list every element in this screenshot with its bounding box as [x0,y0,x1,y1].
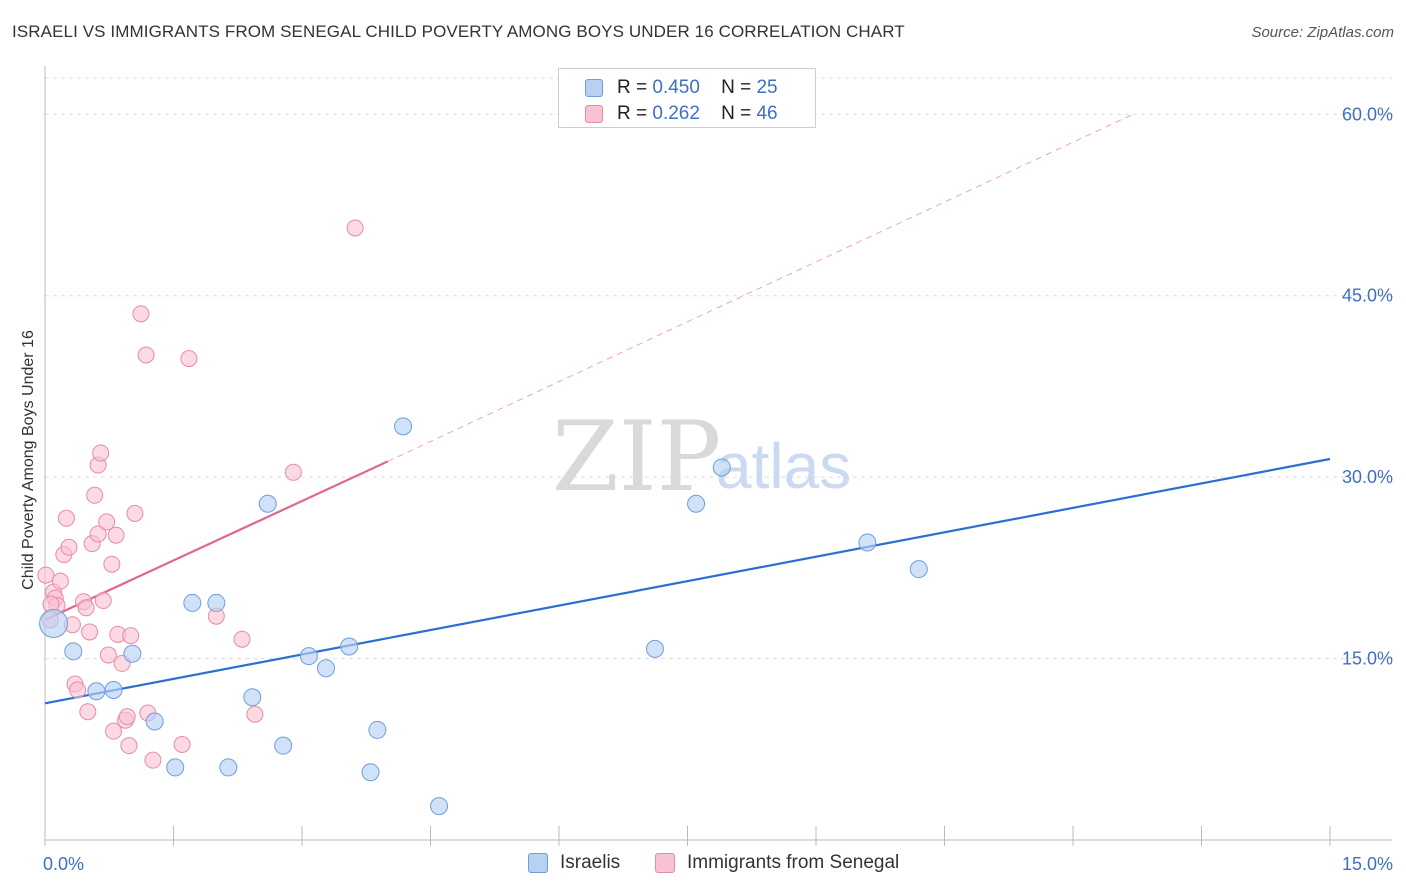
israelis-point [909,560,928,579]
legend-n-value: 46 [756,103,778,124]
senegal-point [99,646,117,664]
israelis-point [645,639,664,658]
senegal-swatch [585,105,603,123]
x-tick-label: 0.0% [43,854,84,874]
israelis-point [145,712,164,731]
israelis-point [274,736,293,755]
israelis-point [316,659,335,678]
correlation-legend: R = 0.450 N = 25 R = 0.262 N = 46 [558,68,816,128]
israelis-point [104,681,123,700]
senegal-point [144,751,162,769]
senegal-point [132,305,150,323]
senegal-point [86,486,104,504]
legend-n-label: N = [721,103,752,124]
israelis-point [243,688,262,707]
senegal-point [137,346,155,364]
y-tick-label: 15.0% [1342,649,1393,669]
senegal-point [105,722,123,740]
israelis-point [394,417,413,436]
senegal-point [69,681,87,699]
senegal-point [94,592,112,610]
senegal-point [284,463,302,481]
senegal-point [233,630,251,648]
legend-r-label: R = [617,77,648,98]
senegal-trend-extension [387,113,1134,462]
senegal-point [77,599,95,617]
senegal-legend-label: Immigrants from Senegal [687,852,900,873]
israelis-legend-label: Israelis [560,852,621,873]
y-tick-label: 60.0% [1342,104,1393,124]
legend-r-label: R = [617,103,648,124]
senegal-point [81,623,99,641]
senegal-point [246,705,264,723]
senegal-point [126,504,144,522]
israelis-point [712,458,731,477]
senegal-points [37,219,364,769]
legend-n-value: 25 [756,77,778,98]
senegal-point [37,566,55,584]
israelis-point [430,797,449,816]
chart-title: ISRAELI VS IMMIGRANTS FROM SENEGAL CHILD… [12,22,905,41]
watermark-atlas: atlas [716,430,851,502]
israelis-point [219,758,238,777]
israelis-point [207,593,226,612]
israelis-point [361,763,380,782]
israelis-point [64,642,83,661]
israelis-swatch [585,79,603,97]
senegal-point [60,538,78,556]
israelis-point [39,608,69,638]
israelis-point [368,720,387,739]
israelis-points [39,417,928,816]
y-tick-label: 30.0% [1342,467,1393,487]
senegal-point [346,219,364,237]
grid-lines [45,77,1392,660]
y-axis-title: Child Poverty Among Boys Under 16 [20,330,37,590]
senegal-point [180,350,198,368]
senegal-point [122,627,140,645]
senegal-point [98,513,116,531]
y-tick-label: 45.0% [1342,286,1393,306]
senegal-point [103,555,121,573]
israelis-point [166,758,185,777]
legend-r-value: 0.450 [652,77,700,98]
senegal-point [120,737,138,755]
tick-labels: 15.0% 30.0% 45.0% 60.0% 0.0% 15.0% [43,104,1393,874]
senegal-point [57,509,75,527]
watermark-zip: ZIP [552,401,721,513]
israelis-point [340,637,359,656]
israelis-point [687,494,706,513]
senegal-point [51,572,69,590]
israelis-point [299,647,318,666]
israelis-trend-line [44,457,1331,705]
israelis-point [123,644,142,663]
legend-r-value: 0.262 [652,103,700,124]
x-tick-label: 15.0% [1342,854,1393,874]
senegal-point [173,735,191,753]
source-credit: Source: ZipAtlas.com [1251,24,1394,41]
israelis-point [858,533,877,552]
israelis-point [183,593,202,612]
senegal-point [79,703,97,721]
israelis-point [258,494,277,513]
legend-n-label: N = [721,77,752,98]
senegal-point [89,525,107,543]
senegal-swatch [655,853,675,873]
axes [44,66,1392,846]
senegal-point [92,444,110,462]
israelis-point [87,682,106,701]
senegal-point [118,708,136,726]
senegal-point [107,526,125,544]
israelis-swatch [528,853,548,873]
